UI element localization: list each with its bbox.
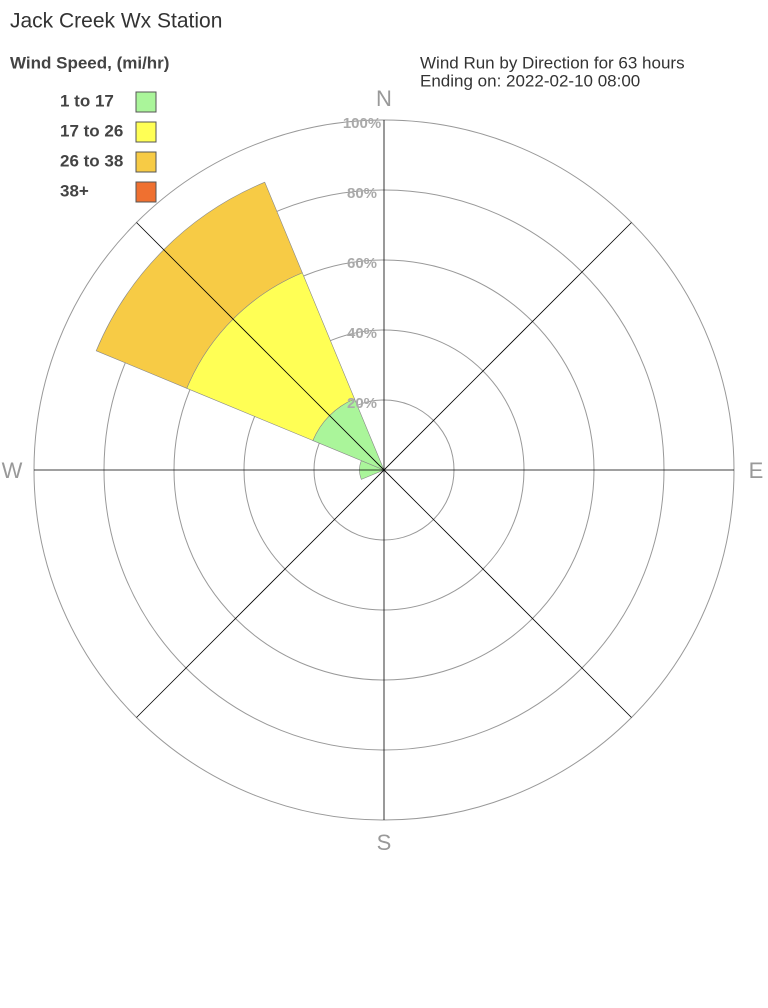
legend-swatch (135, 151, 157, 173)
legend-swatch (135, 91, 157, 113)
legend-label: 17 to 26 (60, 121, 123, 140)
direction-label: W (2, 458, 23, 483)
legend-label: 1 to 17 (60, 91, 114, 110)
legend-label: 38+ (60, 181, 89, 200)
subtitle: Ending on: 2022-02-10 08:00 (420, 71, 640, 90)
legend-swatch (135, 121, 157, 143)
r-tick-label: 20% (347, 395, 377, 412)
r-tick-label: 60% (347, 255, 377, 272)
r-tick-label: 100% (343, 115, 381, 132)
direction-label: E (749, 458, 764, 483)
r-tick-label: 40% (347, 325, 377, 342)
chart-title: Jack Creek Wx Station (10, 10, 222, 33)
legend-label: 26 to 38 (60, 151, 123, 170)
legend-title: Wind Speed, (mi/hr) (10, 53, 169, 72)
direction-label: S (377, 830, 392, 855)
subtitle: Wind Run by Direction for 63 hours (420, 53, 685, 72)
direction-label: N (376, 86, 392, 111)
spoke (136, 222, 632, 718)
legend-swatch (135, 181, 157, 203)
r-tick-label: 80% (347, 185, 377, 202)
